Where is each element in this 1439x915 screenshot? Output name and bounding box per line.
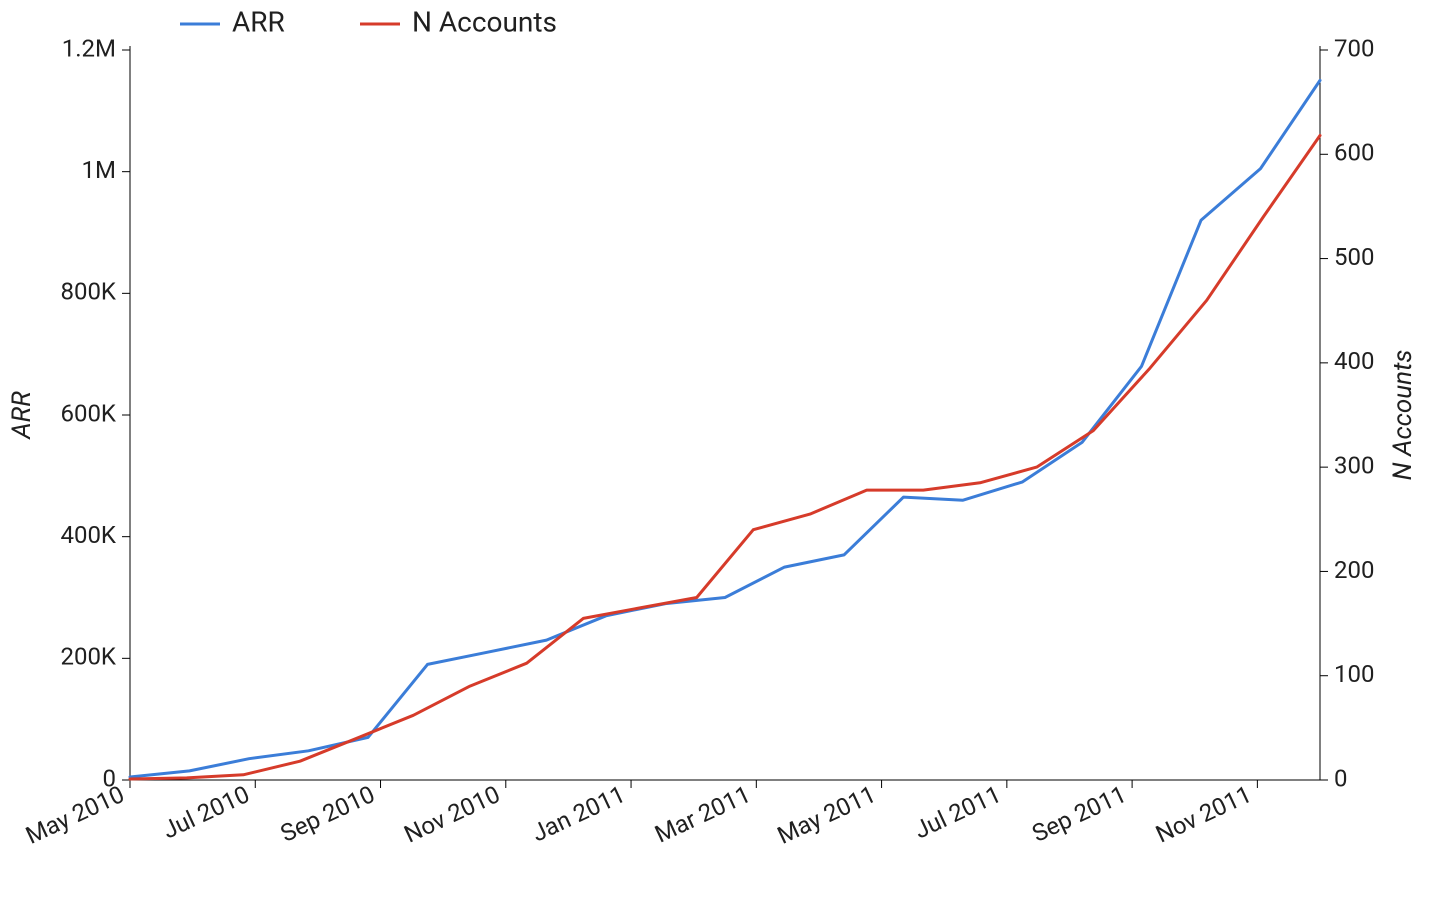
y-left-tick-label: 400K [60, 521, 116, 549]
y-right-tick-label: 700 [1334, 34, 1374, 62]
y-left-tick-label: 600K [60, 399, 116, 427]
arr-accounts-chart: ARRN Accounts0200K400K600K800K1M1.2M0100… [0, 0, 1439, 915]
y-right-tick-label: 0 [1334, 764, 1348, 792]
y-left-tick-label: 200K [60, 643, 116, 671]
y-right-tick-label: 300 [1334, 451, 1374, 479]
y-left-tick-label: 1.2M [62, 34, 116, 62]
y-right-tick-label: 400 [1334, 347, 1374, 375]
y-left-axis-title: ARR [7, 391, 37, 441]
legend-label-arr: ARR [232, 5, 285, 38]
y-right-tick-label: 100 [1334, 660, 1374, 688]
legend-label-n-accounts: N Accounts [412, 5, 557, 38]
y-right-tick-label: 200 [1334, 556, 1374, 584]
y-right-tick-label: 500 [1334, 243, 1374, 271]
y-left-tick-label: 800K [60, 278, 116, 306]
y-left-tick-label: 1M [82, 156, 116, 184]
y-right-tick-label: 600 [1334, 139, 1374, 167]
y-right-axis-title: N Accounts [1388, 350, 1418, 481]
